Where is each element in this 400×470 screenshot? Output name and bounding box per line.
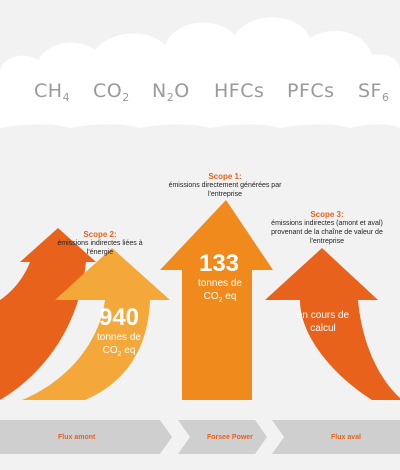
gas-co2: CO2 — [93, 80, 130, 104]
scope1-arrow — [160, 200, 273, 400]
scope3-status: en cours de calcul — [296, 310, 350, 334]
scope1-caption: Scope 1: émissions directement générées … — [140, 172, 310, 199]
scope2-unit: tonnes de CO2 eq — [97, 332, 141, 358]
scope2-desc: émissions indirectes liées à l'énergie — [57, 240, 143, 257]
scope2-title: Scope 2: — [83, 230, 117, 239]
scope3-desc: émissions indirectes (amont et aval) pro… — [271, 220, 383, 246]
scope3-caption: Scope 3: émissions indirectes (amont et … — [262, 210, 392, 246]
gas-ch4: CH4 — [34, 80, 71, 104]
scope3-arrow — [265, 248, 400, 400]
flow-band — [0, 420, 400, 454]
scope2-arrow — [22, 248, 170, 400]
gas-n2o: N2O — [152, 80, 190, 104]
gas-sf6: SF6 — [358, 80, 390, 104]
scope1-unit: tonnes de CO2 eq — [198, 278, 242, 304]
flow-core-label: Forsee Power — [207, 434, 253, 441]
scope2-value: 940 — [98, 304, 140, 331]
flow-upstream-label: Flux amont — [58, 434, 96, 441]
gas-hfcs: HFCs — [214, 80, 265, 102]
flow-downstream-label: Flux aval — [331, 434, 361, 441]
scope1-title: Scope 1: — [208, 172, 242, 181]
scope1-value: 133 — [198, 250, 240, 277]
gas-pfcs: PFCs — [287, 80, 335, 102]
scope2-caption: Scope 2: émissions indirectes liées à l'… — [45, 230, 155, 257]
upstream-arrow-back — [0, 228, 96, 400]
cloud-shape — [0, 17, 400, 129]
scope1-desc: émissions directement générées par l'ent… — [168, 182, 282, 199]
scope3-title: Scope 3: — [310, 210, 344, 219]
